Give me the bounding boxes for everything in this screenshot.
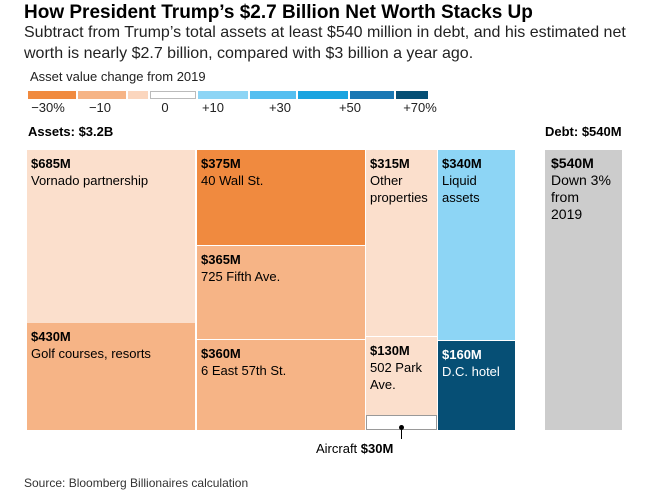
- tile-value: $340M: [442, 156, 482, 171]
- legend-swatch: [28, 91, 76, 99]
- tile-vornado: $685M Vornado partnership: [27, 150, 195, 323]
- tile-label-debt: $540M Down 3% from 2019: [551, 155, 611, 223]
- tile-east57: $360M 6 East 57th St.: [197, 340, 365, 430]
- tile-value: $315M: [370, 156, 410, 171]
- legend-tick-label: +50: [338, 100, 362, 115]
- tile-label-liquid: $340M Liquid assets: [442, 155, 515, 206]
- legend-swatch: [396, 91, 428, 99]
- tile-label-golf: $430M Golf courses, resorts: [31, 328, 151, 362]
- legend-tick-label: −30%: [31, 100, 65, 115]
- tile-value: $365M: [201, 252, 241, 267]
- debt-label: Debt: $540M: [545, 124, 622, 139]
- tile-label-east57: $360M 6 East 57th St.: [201, 345, 286, 379]
- tile-fifth725: $365M 725 Fifth Ave.: [197, 246, 365, 339]
- legend-swatch: [198, 91, 248, 99]
- tile-label-fifth725: $365M 725 Fifth Ave.: [201, 251, 280, 285]
- tile-label-vornado: $685M Vornado partnership: [31, 155, 148, 189]
- tile-value: $375M: [201, 156, 241, 171]
- legend-tick-label: −10: [88, 100, 112, 115]
- legend-tick-label: +70%: [403, 100, 437, 115]
- tile-wall40: $375M 40 Wall St.: [197, 150, 365, 245]
- aircraft-callout-dot: [399, 425, 404, 430]
- tile-name: Other properties: [370, 173, 428, 205]
- tile-value: $360M: [201, 346, 241, 361]
- tile-label-wall40: $375M 40 Wall St.: [201, 155, 263, 189]
- legend-tick-label: +10: [201, 100, 225, 115]
- legend-swatch: [128, 91, 148, 99]
- legend-tick-label: +30: [268, 100, 292, 115]
- legend-tick-label: 0: [161, 100, 169, 115]
- tile-value: $540M: [551, 155, 594, 171]
- legend-swatch: [150, 91, 196, 99]
- legend-title: Asset value change from 2019: [30, 69, 206, 84]
- tile-label-park502: $130M 502 Park Ave.: [370, 342, 437, 393]
- tile-name: Down 3% from 2019: [551, 172, 611, 222]
- legend-swatch: [298, 91, 348, 99]
- tile-label-other: $315M Other properties: [370, 155, 437, 206]
- aircraft-callout-line: [401, 427, 402, 439]
- tile-other: $315M Other properties: [366, 150, 437, 336]
- tile-name: 6 East 57th St.: [201, 363, 287, 378]
- tile-liquid: $340M Liquid assets: [438, 150, 515, 340]
- chart-title: How President Trump’s $2.7 Billion Net W…: [24, 2, 533, 23]
- tile-name: Golf courses, resorts: [31, 346, 151, 361]
- tile-debt: $540M Down 3% from 2019: [545, 150, 622, 430]
- source-note: Source: Bloomberg Billionaires calculati…: [24, 476, 249, 490]
- tile-name: 40 Wall St.: [201, 173, 264, 188]
- tile-name: D.C. hotel: [442, 364, 500, 379]
- tile-name: Vornado partnership: [31, 173, 149, 188]
- assets-label: Assets: $3.2B: [28, 124, 114, 139]
- tile-value: $685M: [31, 156, 71, 171]
- tile-name: 502 Park Ave.: [370, 360, 423, 392]
- tile-value: $130M: [370, 343, 410, 358]
- aircraft-callout-label: Aircraft $30M: [316, 441, 394, 456]
- legend-swatch: [250, 91, 296, 99]
- chart-subtitle: Subtract from Trump’s total assets at le…: [24, 24, 626, 62]
- legend-swatch: [78, 91, 126, 99]
- legend-swatch: [350, 91, 394, 99]
- tile-golf: $430M Golf courses, resorts: [27, 323, 195, 430]
- tile-name: Liquid assets: [442, 173, 480, 205]
- tile-value: $430M: [31, 329, 71, 344]
- tile-name: 725 Fifth Ave.: [201, 269, 281, 284]
- tile-label-dchotel: $160M D.C. hotel: [442, 346, 500, 380]
- tile-dchotel: $160M D.C. hotel: [438, 341, 515, 430]
- tile-value: $160M: [442, 347, 482, 362]
- tile-park502: $130M 502 Park Ave.: [366, 337, 437, 415]
